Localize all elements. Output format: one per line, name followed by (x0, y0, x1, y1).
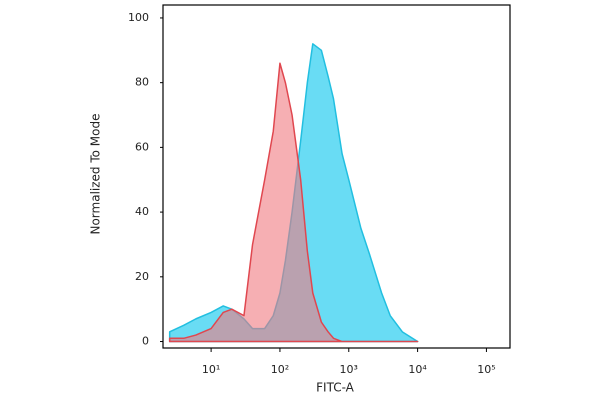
y-tick-label: 40 (135, 205, 149, 218)
histogram-area (168, 62, 419, 343)
x-tick-label: 10⁴ (408, 363, 427, 376)
y-axis-title: Normalized To Mode (89, 113, 103, 234)
y-tick-label: 60 (135, 140, 149, 153)
histogram-area (168, 43, 419, 343)
x-tick-label: 10⁵ (477, 363, 495, 376)
x-tick-label: 10³ (340, 363, 358, 376)
x-tick-label: 10¹ (202, 363, 220, 376)
x-tick-label: 10² (271, 363, 289, 376)
y-tick-label: 20 (135, 270, 149, 283)
x-axis-title: FITC-A (316, 381, 355, 395)
y-tick-label: 80 (135, 76, 149, 89)
y-tick-label: 100 (128, 11, 149, 24)
y-tick-label: 0 (142, 335, 149, 348)
plot-frame (162, 4, 511, 349)
